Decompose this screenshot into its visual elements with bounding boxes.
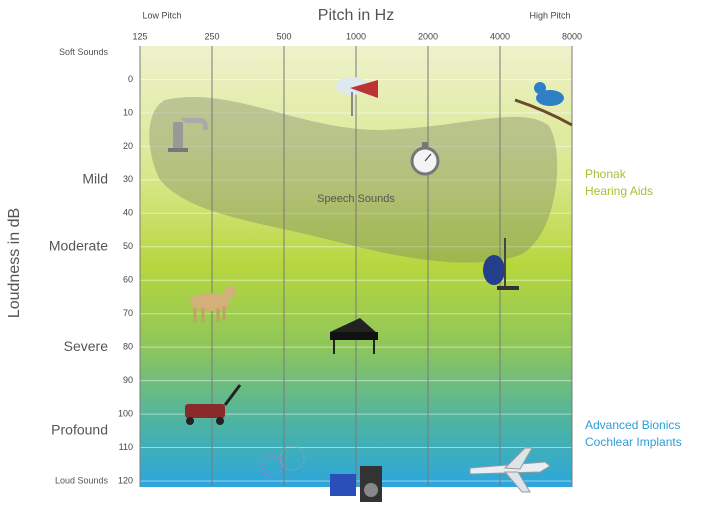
- y-tick-label: 0: [128, 74, 133, 84]
- y-tick-label: 120: [118, 475, 133, 485]
- severity-label: Mild: [82, 171, 108, 187]
- chart: Speech Sounds 0 10 20 30 40 50 60 70 80 90 100 110 1…: [0, 0, 705, 516]
- x-tick-label: 250: [204, 31, 219, 41]
- annotation-line: Cochlear Implants: [585, 435, 682, 449]
- y-tick-label: 90: [123, 375, 133, 385]
- y-tick-label: 40: [123, 208, 133, 218]
- x-tick-label: 500: [276, 31, 291, 41]
- region-label: Speech Sounds: [317, 193, 395, 205]
- severity-label: Moderate: [49, 237, 108, 253]
- y-tick-label: 50: [123, 241, 133, 251]
- x-tick-label: 2000: [418, 31, 438, 41]
- y-tick-label: 70: [123, 308, 133, 318]
- x-tick-label: 4000: [490, 31, 510, 41]
- y-tick-label: 80: [123, 342, 133, 352]
- y-axis-label: Loudness in dB: [6, 208, 23, 318]
- severity-label: Profound: [51, 422, 108, 438]
- y-tick-label: 110: [119, 442, 133, 452]
- y-tick-label: 30: [123, 174, 133, 184]
- y-tick-label: 10: [123, 107, 133, 117]
- x-high-label: High Pitch: [529, 10, 570, 20]
- annotation-line: Advanced Bionics: [585, 418, 680, 432]
- annotation-line: Phonak: [585, 167, 627, 181]
- x-tick-label: 125: [132, 31, 147, 41]
- chart-title: Pitch in Hz: [318, 7, 394, 24]
- y-tick-label: 60: [123, 275, 133, 285]
- y-tick-label: 20: [123, 141, 133, 151]
- severity-label: Loud Sounds: [55, 475, 109, 485]
- x-tick-label: 1000: [346, 31, 366, 41]
- x-low-label: Low Pitch: [142, 10, 181, 20]
- y-tick-label: 100: [118, 408, 133, 418]
- x-tick-label: 8000: [562, 31, 582, 41]
- severity-label: Severe: [64, 338, 109, 354]
- annotation-line: Hearing Aids: [585, 184, 653, 198]
- severity-label: Soft Sounds: [59, 47, 109, 57]
